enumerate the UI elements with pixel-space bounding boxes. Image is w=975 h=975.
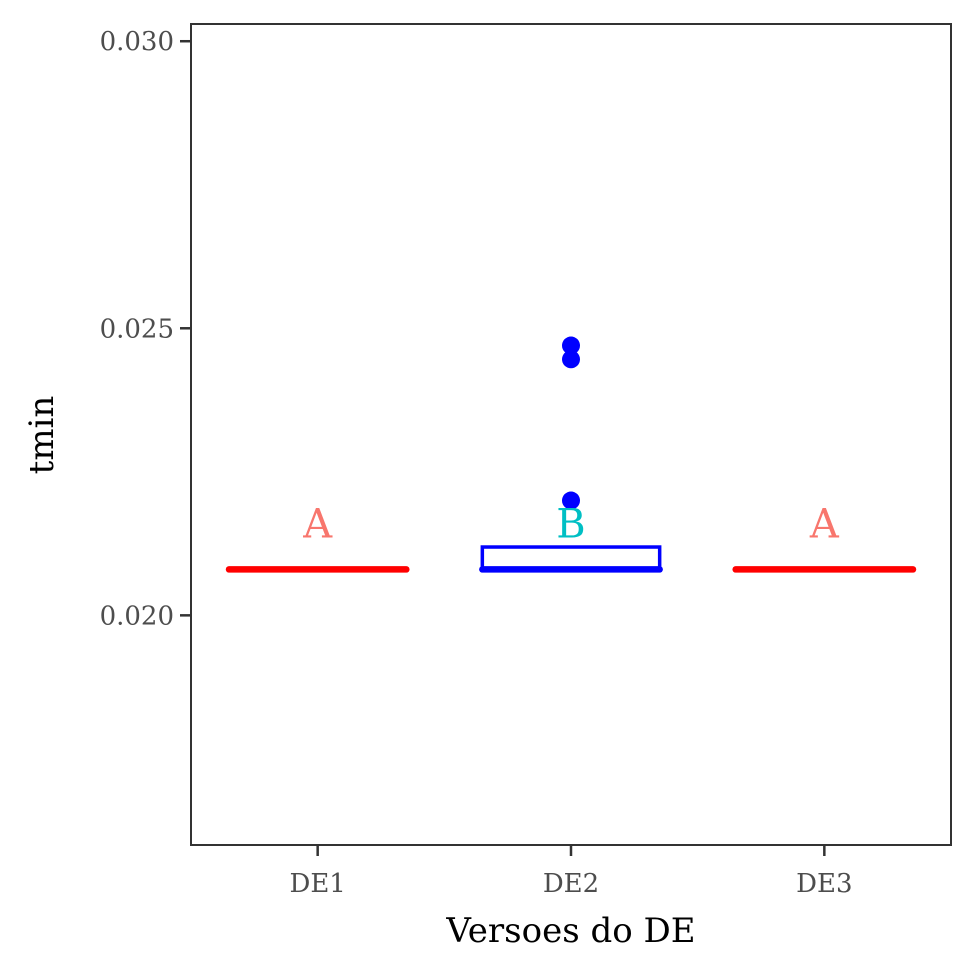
box-de2 — [480, 545, 662, 572]
y-tick-label: 0.025 — [100, 314, 174, 344]
group-letter-de1: A — [302, 501, 333, 547]
y-tick-label: 0.020 — [100, 601, 174, 631]
y-axis: 0.020 0.025 0.030 — [100, 27, 191, 631]
y-tick-label: 0.030 — [100, 27, 174, 57]
x-axis: DE1 DE2 DE3 — [289, 845, 853, 899]
x-axis-title: Versoes do DE — [445, 911, 695, 951]
outlier-point — [562, 491, 580, 510]
outlier-point — [562, 336, 580, 355]
x-tick-label: DE2 — [543, 869, 599, 899]
x-tick-label: DE1 — [289, 869, 345, 899]
y-axis-title: tmin — [22, 396, 62, 475]
group-letter-de3: A — [809, 501, 840, 547]
outlier-point — [562, 350, 580, 369]
group-letter-de2: B — [556, 501, 585, 547]
x-tick-label: DE3 — [796, 869, 852, 899]
